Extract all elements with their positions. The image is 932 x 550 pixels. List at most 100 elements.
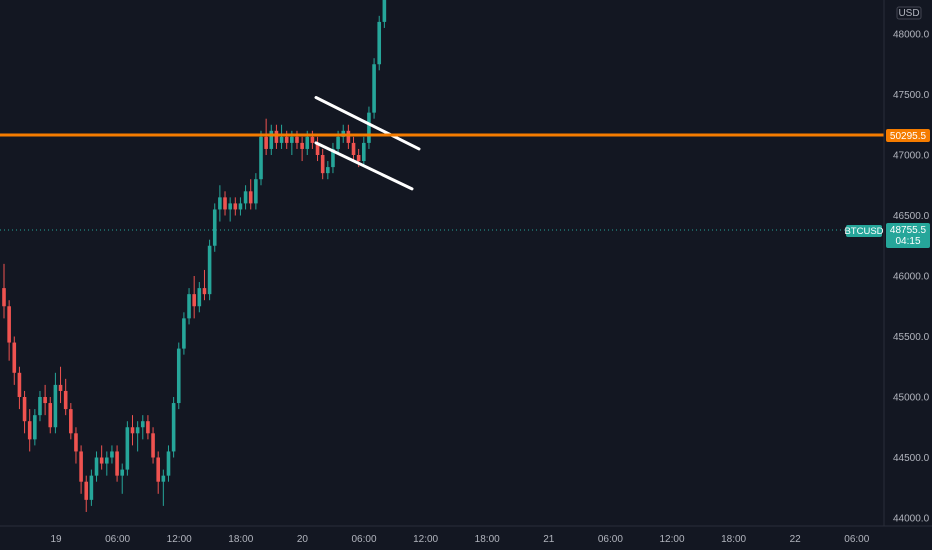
candle-body — [33, 415, 37, 440]
x-tick-label: 22 — [790, 534, 802, 545]
candle-body — [135, 427, 140, 434]
candle-body — [228, 203, 232, 210]
candle-body — [74, 433, 78, 452]
candle-body — [171, 403, 176, 452]
candle-countdown-label: 04:15 — [895, 236, 920, 247]
candle-body — [22, 397, 27, 422]
candle-body — [2, 288, 6, 307]
candle-body — [254, 179, 258, 204]
candle-body — [259, 136, 263, 180]
candle-body — [99, 457, 104, 464]
x-tick-label: 20 — [297, 534, 309, 545]
candle-body — [176, 348, 181, 404]
candle-body — [212, 209, 217, 246]
candle-body — [12, 342, 17, 373]
candle-body — [336, 136, 340, 149]
candle-body — [79, 451, 83, 482]
y-tick-label: 45000.0 — [893, 393, 930, 404]
candle-body — [27, 421, 32, 440]
resistance-price-label: 50295.5 — [890, 131, 927, 142]
candle-body — [105, 457, 109, 464]
y-axis-ticks: 44000.0 44500.0 45000.0 45500.0 46000.0 46500… — [893, 30, 930, 525]
last-price-label: 48755.5 — [890, 225, 927, 236]
x-tick-label: 21 — [543, 534, 555, 545]
candle-body — [69, 409, 73, 434]
candle-body — [310, 136, 315, 143]
candle-body — [264, 136, 268, 149]
candle-body — [377, 21, 382, 65]
candle-body — [320, 155, 325, 174]
flag-upper-trendline[interactable] — [314, 96, 421, 151]
candle-body — [192, 294, 196, 307]
y-tick-label: 48000.0 — [893, 30, 930, 41]
candle-body — [197, 288, 202, 307]
x-tick-label: 18:00 — [228, 534, 253, 545]
candle-body — [315, 142, 320, 155]
x-tick-label: 19 — [50, 534, 62, 545]
y-tick-label: 46000.0 — [893, 272, 930, 283]
flag-lower-trendline[interactable] — [314, 141, 414, 191]
candle-body — [202, 288, 207, 295]
candle-body — [274, 130, 279, 143]
candle-body — [130, 427, 135, 434]
y-tick-label: 45500.0 — [893, 332, 930, 343]
candle-body — [115, 451, 119, 476]
candle-body — [17, 372, 22, 397]
x-tick-label: 06:00 — [105, 534, 130, 545]
candle-body — [207, 245, 212, 295]
candle-body — [279, 136, 284, 143]
y-tick-label: 47500.0 — [893, 90, 930, 101]
currency-box[interactable] — [896, 6, 922, 20]
candle-body — [362, 142, 366, 162]
candle-body — [356, 155, 361, 162]
candle-body — [125, 427, 130, 470]
candle-body — [48, 403, 53, 428]
candle-body — [284, 136, 289, 143]
x-tick-label: 06:00 — [844, 534, 869, 545]
price-axis[interactable] — [884, 0, 932, 550]
candle-body — [238, 203, 243, 210]
candle-body — [89, 475, 94, 500]
y-tick-label: 44000.0 — [893, 514, 930, 525]
x-tick-label: 12:00 — [413, 534, 438, 545]
x-tick-label: 12:00 — [659, 534, 684, 545]
x-tick-label: 18:00 — [721, 534, 746, 545]
candle-body — [94, 457, 99, 476]
candle-body — [120, 469, 125, 476]
candle-body — [248, 191, 253, 204]
candle-body — [140, 421, 145, 428]
candle-body — [346, 130, 351, 143]
candle-body — [53, 384, 58, 428]
candle-body — [223, 197, 227, 210]
candle-body — [233, 203, 238, 210]
x-tick-label: 18:00 — [475, 534, 500, 545]
candle-body — [305, 136, 310, 149]
y-tick-label: 46500.0 — [893, 211, 930, 222]
candle-body — [218, 197, 222, 210]
candle-body — [58, 384, 63, 391]
candle-body — [382, 0, 387, 22]
candle-body — [326, 167, 330, 174]
x-tick-label: 12:00 — [167, 534, 192, 545]
candles-layer — [2, 0, 387, 512]
candle-body — [367, 112, 371, 143]
currency-label: USD — [898, 8, 919, 19]
candle-body — [351, 142, 356, 155]
y-tick-label: 44500.0 — [893, 453, 930, 464]
time-axis[interactable] — [0, 526, 932, 550]
candle-body — [151, 433, 155, 458]
candle-body — [295, 136, 299, 143]
symbol-badge — [846, 225, 882, 237]
x-axis-ticks: 19 06:00 12:00 18:00 20 06:00 12:00 18:00 21 06:0… — [50, 534, 869, 545]
candle-body — [110, 451, 114, 458]
candle-body — [331, 148, 335, 168]
x-tick-label: 06:00 — [598, 534, 623, 545]
candle-body — [7, 306, 11, 343]
candle-body — [269, 130, 274, 149]
candle-body — [300, 142, 304, 149]
candle-body — [146, 421, 150, 434]
candle-body — [84, 481, 89, 500]
